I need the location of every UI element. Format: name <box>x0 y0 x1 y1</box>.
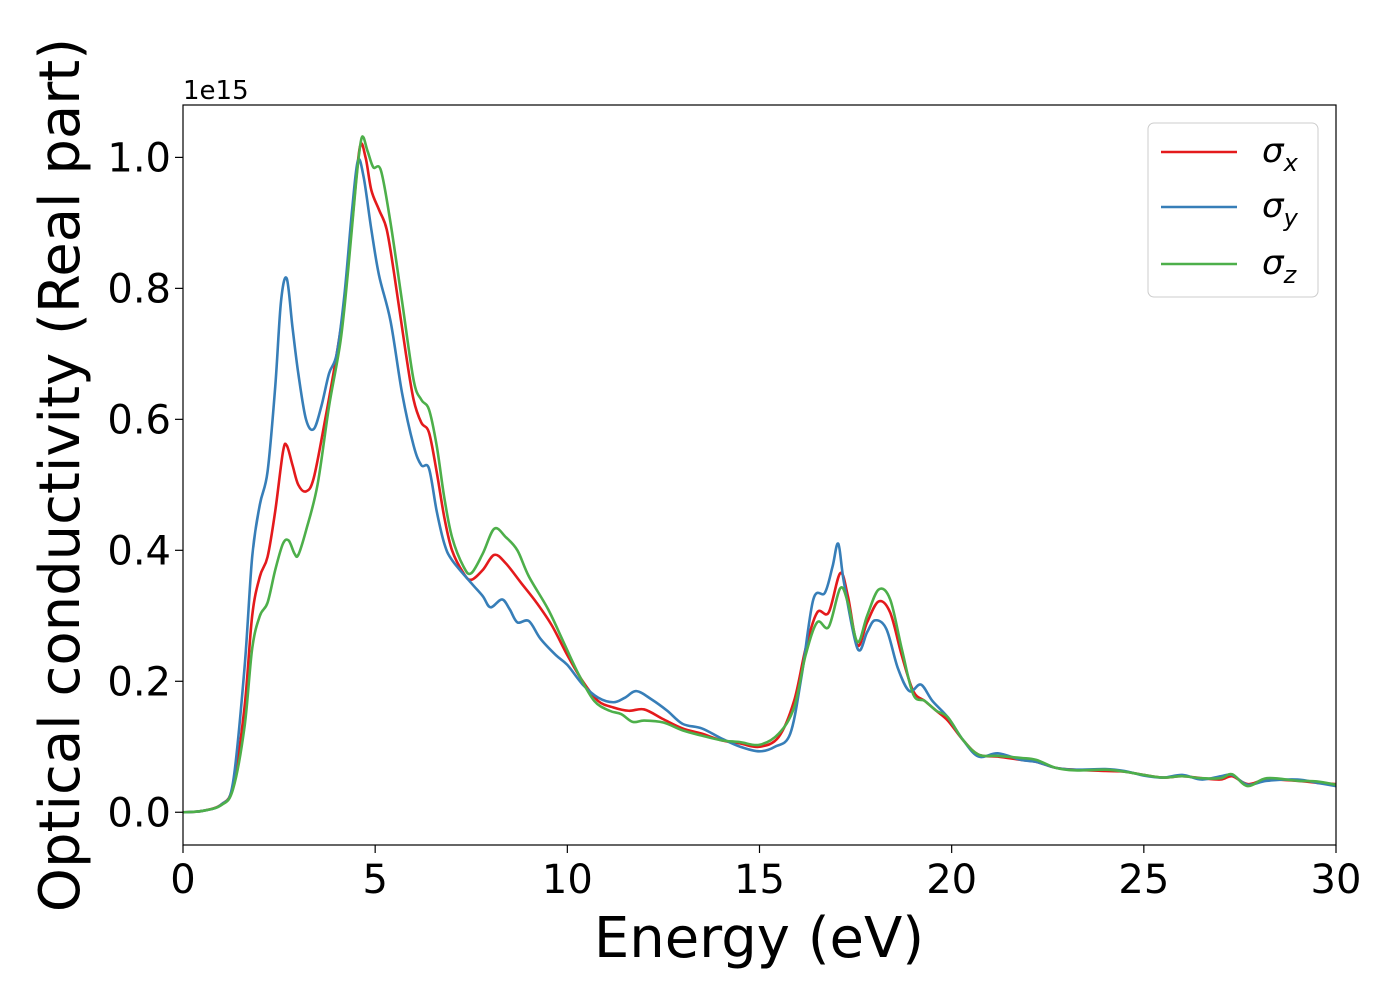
x-axis-ticks: 0 5 10 15 20 25 30 <box>170 845 1361 903</box>
y-tick-label: 0.8 <box>107 266 171 312</box>
series-line-z <box>183 135 1336 814</box>
x-tick-label: 20 <box>926 857 977 903</box>
y-axis-ticks: 0.0 0.2 0.4 0.6 0.8 1.0 <box>107 135 183 836</box>
series-layer <box>183 135 1336 814</box>
y-tick-label: 0.0 <box>107 790 171 836</box>
x-tick-label: 25 <box>1118 857 1169 903</box>
y-tick-label: 1.0 <box>107 135 171 181</box>
y-tick-label: 0.2 <box>107 659 171 705</box>
x-tick-label: 10 <box>542 857 593 903</box>
legend-subscript: x <box>1283 149 1299 177</box>
legend-subscript: y <box>1283 204 1299 232</box>
x-tick-label: 0 <box>170 857 195 903</box>
y-tick-label: 0.6 <box>107 397 171 443</box>
y-tick-label: 0.4 <box>107 528 171 574</box>
x-axis-title: Energy (eV) <box>594 906 924 971</box>
legend-subscript: z <box>1283 261 1298 289</box>
y-axis-offset-text: 1e15 <box>183 76 249 106</box>
y-axis-title: Optical conductivity (Real part) <box>28 38 93 912</box>
x-tick-label: 15 <box>734 857 785 903</box>
x-tick-label: 5 <box>362 857 387 903</box>
legend-frame <box>1147 122 1319 298</box>
x-tick-label: 30 <box>1311 857 1362 903</box>
series-line-y <box>183 158 1336 814</box>
